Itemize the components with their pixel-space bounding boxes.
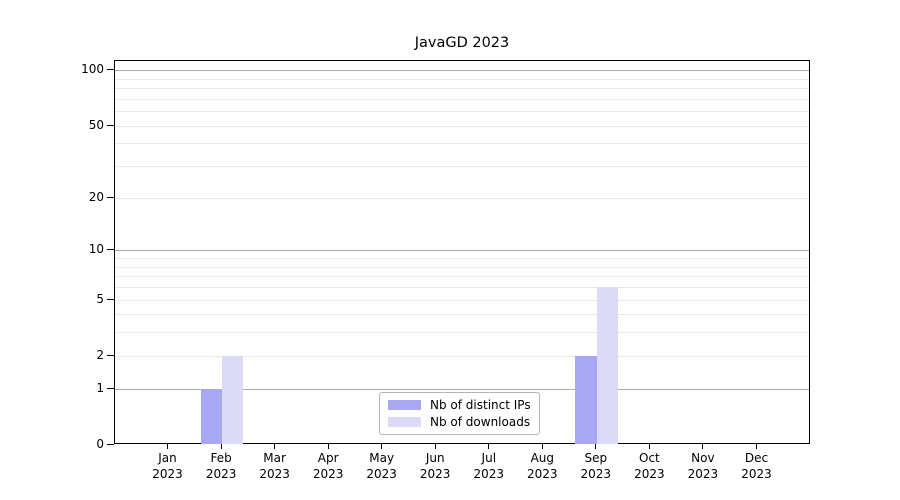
- y-axis-tick: [107, 196, 114, 198]
- x-axis-tick: [381, 444, 383, 449]
- x-tick-label: Mar 2023: [259, 451, 290, 481]
- x-tick-label: Dec 2023: [741, 451, 772, 481]
- minor-gridline: [115, 332, 809, 334]
- minor-gridline: [115, 88, 809, 89]
- x-tick-label: Sep 2023: [580, 451, 612, 481]
- y-tick-label: 2: [96, 347, 104, 362]
- y-tick-label: 1: [96, 380, 104, 395]
- y-tick-label: 100: [81, 62, 104, 77]
- x-tick-label: Jul 2023: [473, 451, 505, 481]
- x-axis-tick: [702, 444, 704, 449]
- x-tick-label: Apr 2023: [312, 451, 344, 481]
- minor-gridline: [115, 78, 809, 80]
- y-axis-tick: [107, 249, 114, 251]
- major-gridline: [115, 388, 809, 390]
- plot-area: [114, 60, 810, 444]
- x-tick-label: Oct 2023: [634, 451, 665, 481]
- y-axis-tick: [107, 354, 114, 356]
- legend: Nb of distinct IPs Nb of downloads: [379, 392, 540, 435]
- major-gridline: [115, 125, 809, 127]
- x-axis-tick: [756, 444, 757, 449]
- x-axis-tick: [595, 444, 597, 449]
- y-axis-tick: [107, 69, 114, 71]
- x-axis-tick: [220, 444, 222, 449]
- legend-item: Nb of distinct IPs: [388, 398, 531, 412]
- y-axis-tick: [107, 444, 114, 445]
- legend-label: Nb of distinct IPs: [430, 398, 531, 412]
- chart-title: JavaGD 2023: [414, 35, 510, 51]
- x-axis-tick: [648, 444, 650, 449]
- x-axis-tick: [167, 444, 168, 449]
- major-gridline: [115, 250, 809, 252]
- major-gridline: [115, 355, 809, 357]
- minor-gridline: [115, 314, 809, 316]
- y-tick-label: 20: [88, 189, 104, 204]
- y-axis-tick: [107, 298, 114, 300]
- minor-gridline: [115, 143, 809, 145]
- x-tick-label: Jan 2023: [152, 451, 183, 481]
- legend-label: Nb of downloads: [430, 415, 531, 429]
- x-tick-label: Nov 2023: [687, 451, 719, 481]
- y-tick-label: 5: [96, 291, 104, 306]
- x-tick-label: Jun 2023: [419, 451, 451, 481]
- legend-swatch-downloads: [388, 417, 421, 427]
- x-tick-label: May 2023: [366, 451, 397, 481]
- legend-swatch-distinct-ips: [388, 400, 421, 410]
- minor-gridline: [115, 258, 809, 259]
- y-tick-label: 0: [96, 437, 104, 451]
- y-axis-tick: [107, 124, 114, 126]
- x-axis-tick: [541, 444, 543, 449]
- y-axis-tick: [107, 387, 114, 389]
- x-tick-label: Aug 2023: [527, 451, 558, 481]
- minor-gridline: [115, 286, 809, 288]
- x-axis-tick: [488, 444, 490, 449]
- y-tick-label: 50: [88, 117, 104, 132]
- minor-gridline: [115, 276, 809, 278]
- minor-gridline: [115, 111, 809, 113]
- minor-gridline: [115, 266, 809, 268]
- x-axis-tick: [434, 444, 436, 449]
- major-gridline: [115, 197, 809, 199]
- bar-feb-series1: [222, 355, 244, 444]
- bar-feb-series0: [200, 388, 223, 444]
- bar-sep-series0: [575, 355, 597, 444]
- major-gridline: [115, 299, 809, 301]
- x-axis-tick: [327, 444, 329, 449]
- minor-gridline: [115, 98, 809, 100]
- bar-sep-series1: [596, 286, 619, 444]
- x-tick-label: Feb 2023: [205, 451, 237, 481]
- major-gridline: [115, 70, 809, 72]
- legend-item: Nb of downloads: [388, 415, 531, 429]
- y-tick-label: 10: [88, 242, 104, 257]
- minor-gridline: [115, 166, 809, 168]
- x-axis-tick: [274, 444, 276, 449]
